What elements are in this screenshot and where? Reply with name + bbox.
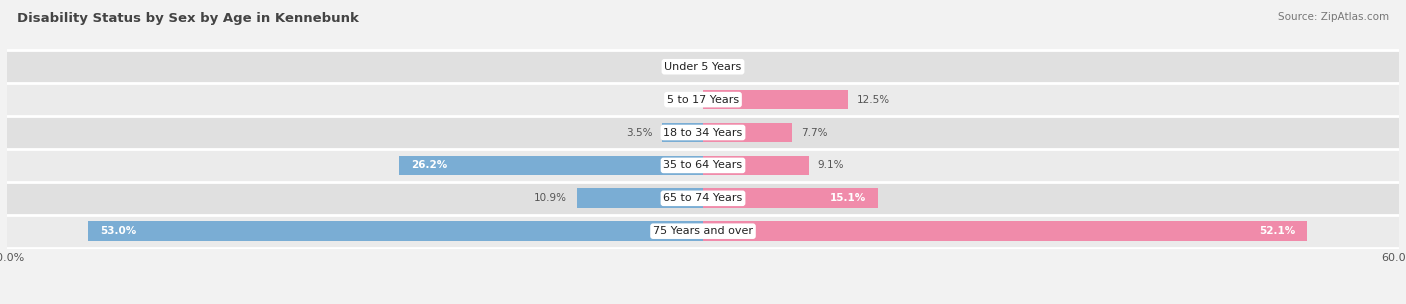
- Bar: [89, 221, 703, 241]
- Text: 26.2%: 26.2%: [411, 161, 447, 171]
- Bar: [7, 116, 1399, 149]
- Bar: [7, 215, 1399, 248]
- Bar: [7, 50, 1399, 83]
- Text: Under 5 Years: Under 5 Years: [665, 62, 741, 72]
- Text: 53.0%: 53.0%: [100, 226, 136, 236]
- Text: 18 to 34 Years: 18 to 34 Years: [664, 127, 742, 137]
- Bar: [662, 123, 703, 142]
- Text: 12.5%: 12.5%: [858, 95, 890, 105]
- Bar: [703, 188, 879, 208]
- Text: 10.9%: 10.9%: [534, 193, 567, 203]
- Text: Source: ZipAtlas.com: Source: ZipAtlas.com: [1278, 12, 1389, 22]
- Bar: [703, 156, 808, 175]
- Bar: [703, 90, 848, 109]
- Text: 5 to 17 Years: 5 to 17 Years: [666, 95, 740, 105]
- Text: 7.7%: 7.7%: [801, 127, 828, 137]
- Text: 75 Years and over: 75 Years and over: [652, 226, 754, 236]
- Text: 65 to 74 Years: 65 to 74 Years: [664, 193, 742, 203]
- Text: 0.0%: 0.0%: [668, 95, 693, 105]
- Bar: [7, 182, 1399, 215]
- Bar: [703, 221, 1308, 241]
- Text: 3.5%: 3.5%: [627, 127, 654, 137]
- Bar: [7, 149, 1399, 182]
- Text: Disability Status by Sex by Age in Kennebunk: Disability Status by Sex by Age in Kenne…: [17, 12, 359, 25]
- Text: 35 to 64 Years: 35 to 64 Years: [664, 161, 742, 171]
- Text: 52.1%: 52.1%: [1260, 226, 1296, 236]
- Text: 15.1%: 15.1%: [831, 193, 866, 203]
- Bar: [7, 83, 1399, 116]
- Bar: [399, 156, 703, 175]
- Text: 0.0%: 0.0%: [668, 62, 693, 72]
- Bar: [576, 188, 703, 208]
- Text: 0.0%: 0.0%: [713, 62, 738, 72]
- Text: 9.1%: 9.1%: [818, 161, 845, 171]
- Bar: [703, 123, 793, 142]
